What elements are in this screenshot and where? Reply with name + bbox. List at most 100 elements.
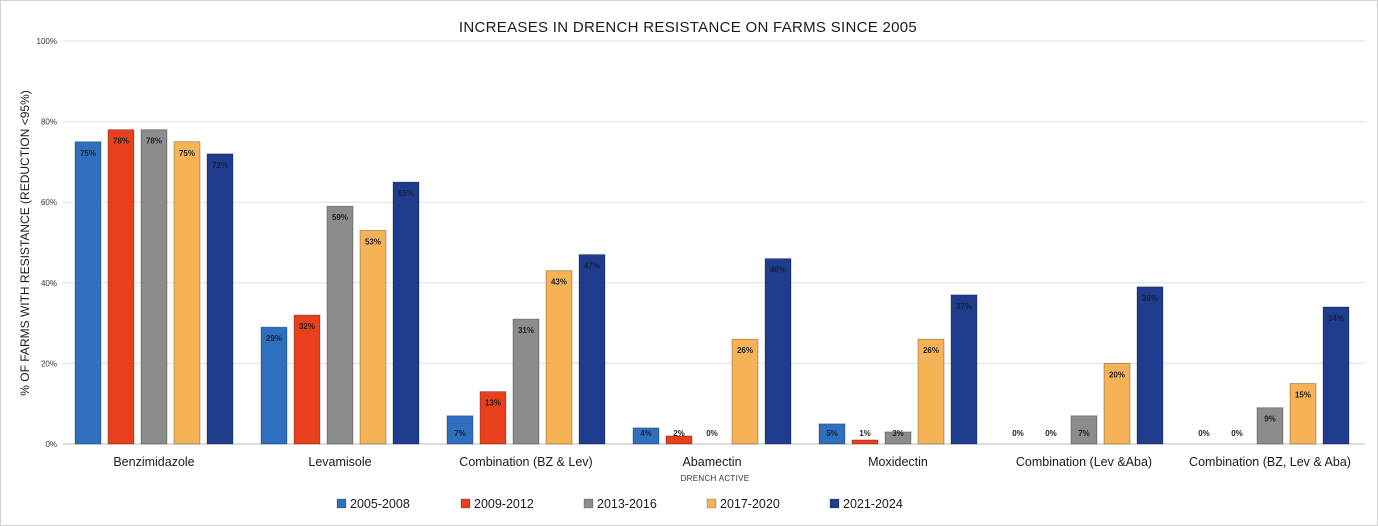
data-label: 5%	[826, 429, 838, 438]
data-label: 39%	[1142, 294, 1158, 303]
y-axis-ticks: 0% 20% 40% 60% 80% 100%	[37, 37, 57, 449]
y-tick-label: 80%	[41, 118, 57, 127]
data-label: 7%	[454, 429, 466, 438]
bar	[764, 258, 792, 445]
legend-label: 2017-2020	[720, 497, 780, 511]
legend-item: 2009-2012	[460, 497, 534, 511]
bar	[173, 141, 201, 445]
x-tick-label: Combination (Lev &Aba)	[1016, 455, 1152, 469]
bar	[479, 391, 507, 445]
x-tick-label: Benzimidazole	[113, 455, 194, 469]
legend-swatch	[460, 498, 471, 509]
data-label: 31%	[518, 326, 534, 335]
bar	[446, 415, 474, 445]
legend-item: 2017-2020	[706, 497, 780, 511]
data-label: 9%	[1264, 415, 1276, 424]
x-axis-label: DRENCH ACTIVE	[681, 474, 750, 483]
gridlines	[63, 40, 1365, 445]
bar	[545, 270, 573, 445]
data-label: 26%	[923, 346, 939, 355]
bar	[1070, 415, 1098, 445]
data-label: 2%	[673, 429, 685, 438]
bar	[140, 129, 168, 445]
data-label: 72%	[212, 161, 228, 170]
data-label: 75%	[179, 149, 195, 158]
bar	[851, 439, 879, 445]
data-label: 47%	[584, 262, 600, 271]
data-label: 0%	[1045, 429, 1057, 438]
bar	[293, 314, 321, 445]
data-label: 4%	[640, 429, 652, 438]
data-label: 65%	[398, 189, 414, 198]
legend-label: 2013-2016	[597, 497, 657, 511]
x-tick-label: Moxidectin	[868, 455, 928, 469]
x-axis-ticks: Benzimidazole Levamisole Combination (BZ &…	[113, 455, 1351, 469]
data-label: 0%	[706, 429, 718, 438]
data-label: 1%	[859, 429, 871, 438]
data-label: 0%	[1231, 429, 1243, 438]
bar	[206, 153, 234, 445]
bar	[950, 294, 978, 445]
data-label: 15%	[1295, 391, 1311, 400]
data-label: 43%	[551, 278, 567, 287]
y-tick-label: 60%	[41, 198, 57, 207]
legend-label: 2021-2024	[843, 497, 903, 511]
bar	[512, 318, 540, 445]
data-label: 75%	[80, 149, 96, 158]
data-label: 32%	[299, 322, 315, 331]
bar	[74, 141, 102, 445]
bar	[1103, 362, 1131, 445]
y-tick-label: 100%	[37, 37, 57, 46]
data-label: 78%	[146, 137, 162, 146]
bar	[1289, 383, 1317, 445]
data-label: 26%	[737, 346, 753, 355]
data-label: 29%	[266, 334, 282, 343]
bar	[326, 205, 354, 445]
legend-label: 2009-2012	[474, 497, 534, 511]
legend-swatch	[829, 498, 840, 509]
data-label: 34%	[1328, 314, 1344, 323]
data-label: 78%	[113, 137, 129, 146]
y-axis-label: % OF FARMS WITH RESISTANCE (REDUCTION <9…	[18, 90, 32, 395]
legend-item: 2005-2008	[336, 497, 410, 511]
legend-item: 2021-2024	[829, 497, 903, 511]
bar	[1322, 306, 1350, 445]
y-tick-label: 0%	[45, 440, 57, 449]
legend-swatch	[706, 498, 717, 509]
y-tick-label: 40%	[41, 279, 57, 288]
bar	[1256, 407, 1284, 445]
bar	[392, 181, 420, 445]
x-tick-label: Abamectin	[682, 455, 741, 469]
bar	[731, 338, 759, 445]
bar	[359, 230, 387, 445]
x-tick-label: Combination (BZ, Lev & Aba)	[1189, 455, 1351, 469]
bar	[578, 254, 606, 445]
bar	[917, 338, 945, 445]
x-tick-label: Levamisole	[308, 455, 371, 469]
legend-label: 2005-2008	[350, 497, 410, 511]
legend-swatch	[336, 498, 347, 509]
bar	[260, 326, 288, 445]
data-label: 13%	[485, 399, 501, 408]
legend-swatch	[583, 498, 594, 509]
bar	[665, 435, 693, 445]
x-tick-label: Combination (BZ & Lev)	[459, 455, 592, 469]
data-label: 59%	[332, 213, 348, 222]
bar	[1136, 286, 1164, 445]
data-label: 20%	[1109, 370, 1125, 379]
y-tick-label: 20%	[41, 359, 57, 368]
bar	[632, 427, 660, 445]
chart-title: INCREASES IN DRENCH RESISTANCE ON FARMS …	[459, 19, 917, 36]
data-label: 46%	[770, 266, 786, 275]
data-label: 0%	[1012, 429, 1024, 438]
bar	[818, 423, 846, 445]
data-label: 37%	[956, 302, 972, 311]
legend-item: 2013-2016	[583, 497, 657, 511]
legend: 2005-2008 2009-2012 2013-2016 2017-2020 2021…	[336, 497, 903, 511]
bars: 75% 78% 78% 75% 72% 29% 32% 59% 53% 65% 7% 13% 31% 43…	[74, 129, 1350, 445]
data-label: 3%	[892, 429, 904, 438]
bar	[884, 431, 912, 445]
data-label: 0%	[1198, 429, 1210, 438]
